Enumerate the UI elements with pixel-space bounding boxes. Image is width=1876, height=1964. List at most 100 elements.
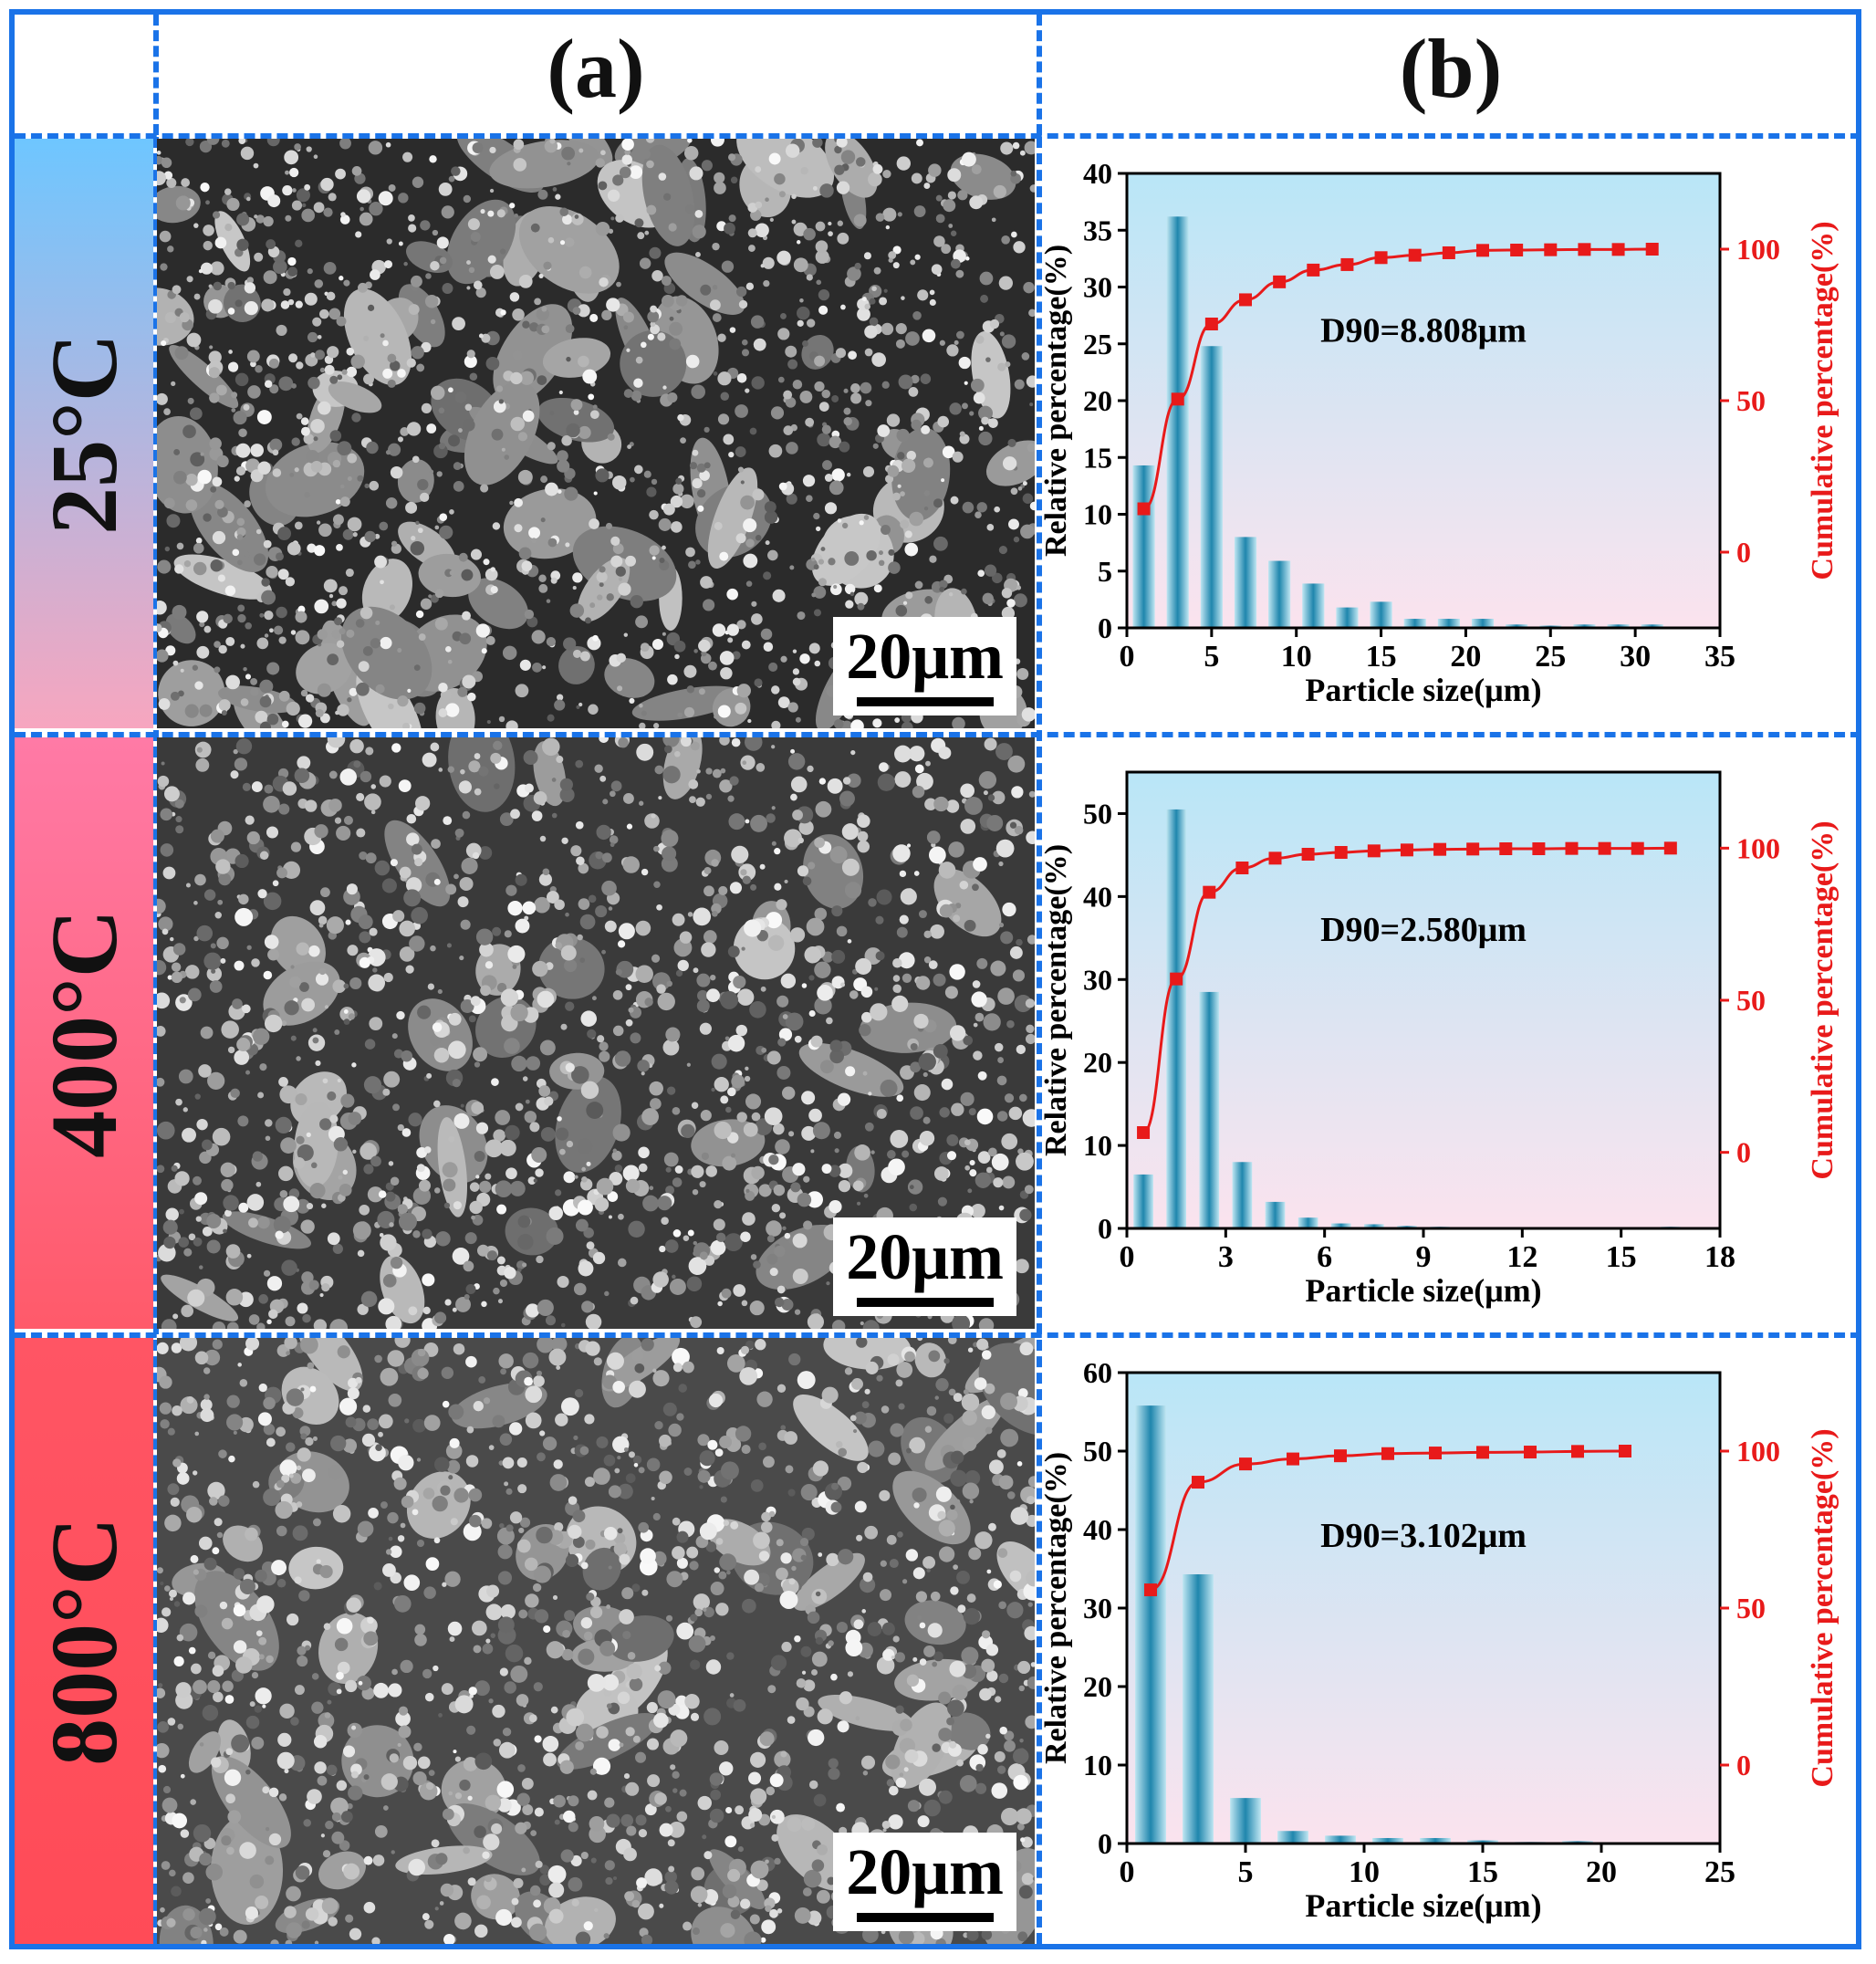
sem-particle <box>911 374 920 384</box>
sem-particle <box>367 1186 384 1203</box>
sem-particle <box>811 592 817 598</box>
sem-particle <box>782 1226 787 1231</box>
sem-particle <box>697 989 709 1001</box>
sem-particle <box>313 436 318 442</box>
sem-particle <box>551 812 558 819</box>
sem-particle <box>949 964 965 980</box>
sem-particle <box>741 1445 751 1455</box>
sem-particle <box>300 1219 315 1234</box>
sem-particle <box>777 328 790 340</box>
sem-particle <box>547 1865 567 1884</box>
sem-particle <box>622 1630 631 1640</box>
sem-particle <box>287 541 301 556</box>
bar-1 <box>1166 216 1189 628</box>
sem-particle <box>641 710 647 716</box>
sem-particle <box>608 1485 621 1499</box>
sem-particle <box>444 1299 452 1306</box>
sem-particle <box>828 231 833 236</box>
sem-particle <box>812 1460 829 1477</box>
sem-particle <box>573 1435 578 1440</box>
sem-particle <box>193 935 199 942</box>
sem-particle <box>774 883 782 891</box>
sem-particle <box>661 1217 669 1225</box>
sem-particle <box>857 307 870 321</box>
sem-particle <box>555 1189 562 1196</box>
cumulative-point-15 <box>1631 841 1644 855</box>
sem-grain <box>451 1383 547 1429</box>
sem-particle <box>1026 1570 1035 1587</box>
sem-particle <box>557 450 568 462</box>
sem-particle <box>380 1773 398 1791</box>
sem-particle <box>496 1781 515 1798</box>
sem-particle <box>919 1658 927 1666</box>
x-tick-label: 15 <box>1467 1855 1498 1889</box>
sem-particle <box>1006 1019 1015 1029</box>
sem-particle <box>816 1889 830 1904</box>
sem-particle <box>292 188 297 193</box>
sem-particle <box>831 1482 839 1490</box>
sem-particle <box>509 1511 523 1524</box>
sem-particle <box>876 1109 887 1119</box>
sem-particle <box>618 923 635 940</box>
sem-particle <box>273 259 287 275</box>
sem-particle <box>423 1146 432 1154</box>
sem-particle <box>808 1780 818 1790</box>
scale-bar-label: 20μm <box>846 620 1004 693</box>
sem-particle <box>157 601 167 615</box>
sem-particle <box>534 298 542 306</box>
sem-particle <box>672 1517 681 1526</box>
sem-particle <box>972 883 979 892</box>
sem-particle <box>753 338 766 351</box>
sem-particle <box>639 703 643 708</box>
sem-particle <box>388 703 394 710</box>
sem-particle <box>370 1155 381 1167</box>
sem-particle <box>845 600 854 609</box>
sem-particle <box>862 1320 880 1329</box>
sem-particle <box>480 985 491 997</box>
sem-particle <box>331 1812 341 1822</box>
sem-particle <box>776 1908 783 1914</box>
sem-particle <box>859 1024 871 1037</box>
sem-particle <box>727 945 740 958</box>
sem-particle <box>426 423 437 434</box>
sem-particle <box>924 596 933 604</box>
temperature-band-400: 400°C <box>15 737 153 1329</box>
sem-particle <box>631 1899 641 1908</box>
bar-14 <box>1607 624 1630 628</box>
sem-particle <box>766 813 776 823</box>
sem-particle <box>525 1385 543 1404</box>
sem-particle <box>821 424 831 434</box>
sem-particle <box>317 683 331 697</box>
sem-particle <box>670 495 683 508</box>
sem-particle <box>768 1510 776 1518</box>
sem-particle <box>516 1694 529 1707</box>
sem-particle <box>860 1577 876 1593</box>
sem-particle <box>498 399 505 404</box>
sem-particle <box>875 915 884 925</box>
sem-particle <box>393 1594 412 1613</box>
sem-particle <box>850 719 864 728</box>
sem-particle <box>983 790 988 796</box>
sem-grain <box>557 1713 659 1770</box>
sem-particle <box>806 495 813 503</box>
sem-particle <box>412 1771 427 1786</box>
sem-particle <box>649 545 660 556</box>
sem-particle <box>245 674 252 680</box>
sem-particle <box>644 813 660 829</box>
sem-particle <box>919 1130 935 1146</box>
sem-particle <box>242 1004 251 1014</box>
sem-particle <box>390 1176 400 1186</box>
sem-particle <box>697 1434 710 1447</box>
cumulative-point-5 <box>1307 263 1320 277</box>
sem-particle <box>695 559 701 565</box>
sem-particle <box>194 681 203 690</box>
sem-particle <box>328 308 341 320</box>
sem-particle <box>606 1813 620 1828</box>
sem-particle <box>862 1771 869 1776</box>
sem-particle <box>568 1876 583 1892</box>
sem-particle <box>783 390 793 400</box>
sem-particle <box>755 223 769 238</box>
sem-particle <box>1017 486 1023 491</box>
sem-particle <box>693 967 699 974</box>
sem-particle <box>374 533 380 539</box>
